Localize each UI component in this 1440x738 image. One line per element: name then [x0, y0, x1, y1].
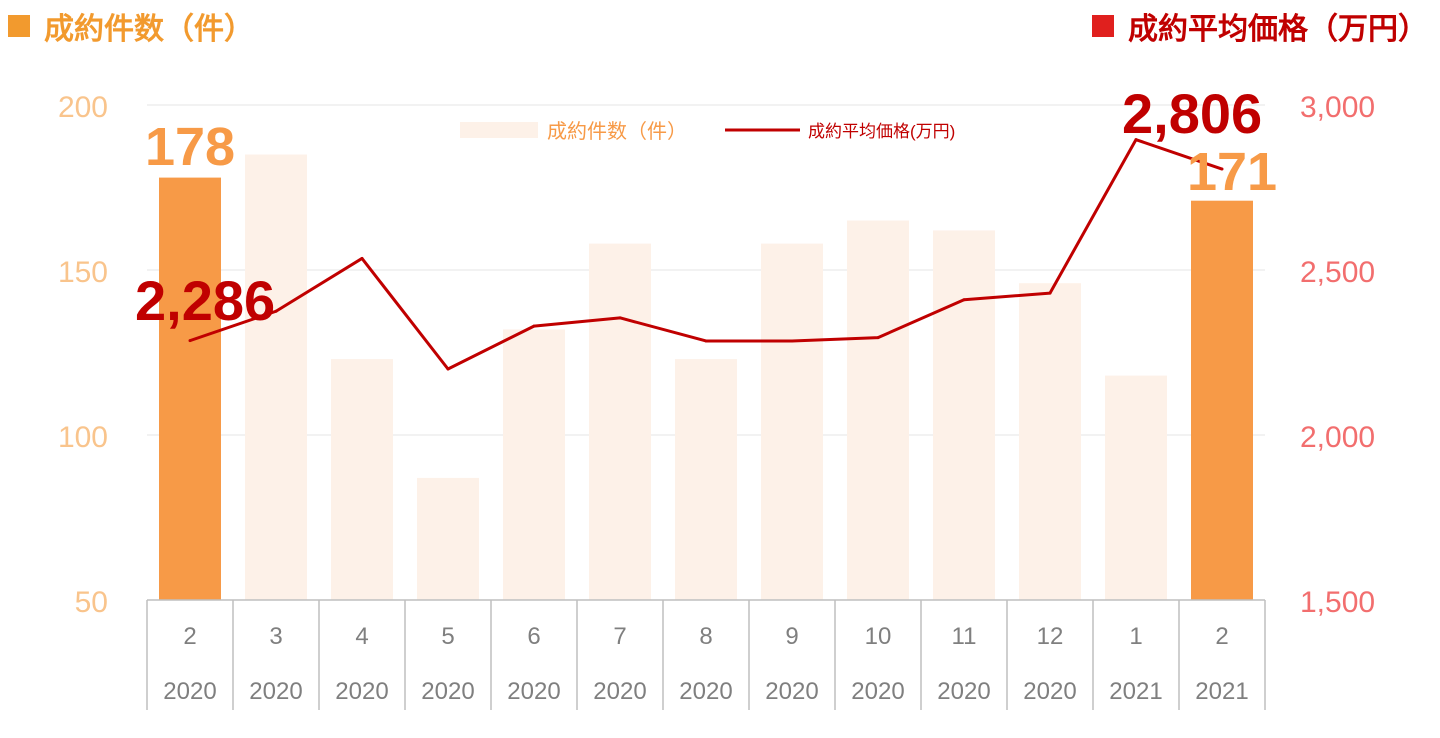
bar	[245, 154, 307, 600]
bar	[1019, 283, 1081, 600]
x-tick-year: 2020	[593, 678, 646, 705]
price-point	[790, 339, 794, 343]
data-label: 178	[145, 117, 235, 177]
price-point	[618, 316, 622, 320]
x-tick-month: 5	[441, 623, 454, 650]
bar	[933, 230, 995, 600]
right-axis-tick-label: 3,000	[1300, 91, 1375, 124]
price-point	[360, 256, 364, 260]
price-point	[1134, 138, 1138, 142]
price-point	[188, 339, 192, 343]
legend-line-label: 成約平均価格(万円)	[808, 122, 955, 141]
left-axis-tick-label: 50	[75, 586, 108, 619]
left-axis-tick-label: 100	[58, 421, 108, 454]
bar	[417, 477, 479, 600]
x-tick-year: 2020	[335, 678, 388, 705]
bar	[1191, 200, 1253, 600]
x-tick-month: 2	[183, 623, 196, 650]
x-tick-month: 4	[355, 623, 368, 650]
x-tick-month: 10	[865, 623, 892, 650]
x-tick-year: 2020	[249, 678, 302, 705]
bar	[675, 359, 737, 600]
x-tick-month: 12	[1037, 623, 1064, 650]
data-label: 2,286	[135, 269, 275, 332]
data-label: 171	[1187, 142, 1277, 202]
x-tick-year: 2020	[765, 678, 818, 705]
price-point	[962, 298, 966, 302]
x-tick-year: 2021	[1195, 678, 1248, 705]
price-point	[1220, 167, 1224, 171]
right-title-text: 成約平均価格（万円）	[1128, 13, 1428, 46]
price-point	[532, 324, 536, 328]
x-tick-year: 2020	[1023, 678, 1076, 705]
x-tick-month: 2	[1215, 623, 1228, 650]
left-axis-tick-label: 150	[58, 256, 108, 289]
right-axis-title: 成約平均価格（万円）	[1092, 4, 1428, 48]
x-tick-month: 11	[952, 623, 977, 650]
x-tick-month: 1	[1129, 623, 1142, 650]
right-axis-tick-label: 2,000	[1300, 421, 1375, 454]
bar	[1105, 375, 1167, 600]
bar	[159, 177, 221, 600]
x-tick-month: 8	[699, 623, 712, 650]
left-title-square-icon	[8, 15, 30, 37]
price-point	[1048, 291, 1052, 295]
legend-bar-swatch	[460, 122, 538, 138]
x-tick-year: 2021	[1109, 678, 1162, 705]
price-point	[274, 309, 278, 313]
x-tick-month: 6	[527, 623, 540, 650]
legend-bar-label: 成約件数（件）	[547, 120, 687, 143]
data-label: 2,806	[1122, 82, 1262, 145]
left-title-text: 成約件数（件）	[44, 13, 254, 46]
x-tick-year: 2020	[163, 678, 216, 705]
bar	[331, 359, 393, 600]
left-axis-title: 成約件数（件）	[8, 4, 254, 48]
x-tick-month: 9	[785, 623, 798, 650]
price-point	[446, 367, 450, 371]
x-tick-year: 2020	[679, 678, 732, 705]
bar	[761, 243, 823, 600]
bar	[847, 220, 909, 600]
x-tick-year: 2020	[507, 678, 560, 705]
left-axis-tick-label: 200	[58, 91, 108, 124]
price-point	[704, 339, 708, 343]
price-point	[876, 336, 880, 340]
right-axis-tick-label: 2,500	[1300, 256, 1375, 289]
right-axis-tick-label: 1,500	[1300, 586, 1375, 619]
x-tick-month: 7	[613, 623, 626, 650]
x-tick-year: 2020	[851, 678, 904, 705]
bar	[589, 243, 651, 600]
bar	[503, 329, 565, 600]
right-title-square-icon	[1092, 15, 1114, 37]
x-tick-year: 2020	[937, 678, 990, 705]
x-tick-month: 3	[269, 623, 282, 650]
x-tick-year: 2020	[421, 678, 474, 705]
